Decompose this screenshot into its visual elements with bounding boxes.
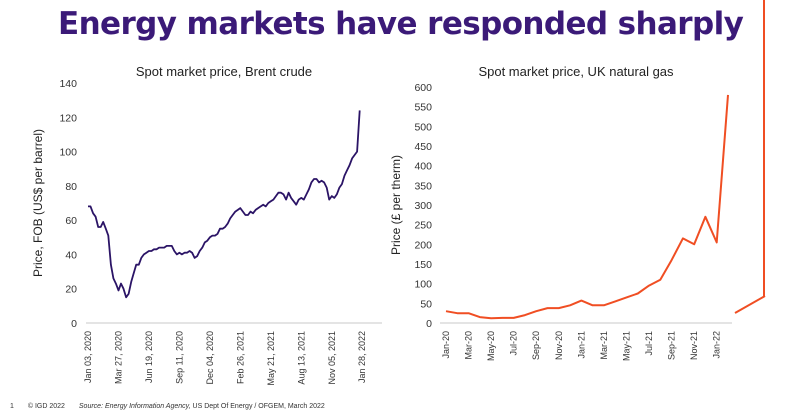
gas-x-tick-label: Mar-21 [599, 331, 609, 360]
slide-headline: Energy markets have responded sharply [58, 6, 744, 42]
slide-footer: 1 © IGD 2022 Source: Energy Information … [10, 403, 337, 410]
page-number: 1 [10, 403, 14, 410]
gas-y-tick-label: 150 [414, 259, 432, 271]
gas-x-tick-label: May-20 [486, 331, 496, 361]
source-label: Source: [78, 403, 104, 410]
brent-y-tick-label: 0 [71, 318, 77, 330]
brent-y-tick-label: 40 [65, 249, 77, 261]
copyright-text: © IGD 2022 [27, 403, 65, 410]
brent-x-tick-label: Dec 04, 2020 [205, 331, 215, 385]
gas-price-line [445, 94, 729, 320]
brent-chart-title: Spot market price, Brent crude [136, 64, 312, 79]
gas-x-tick-label: Jan-22 [712, 331, 722, 359]
decorative-accent-diagonal [734, 295, 766, 314]
gas-x-tick-label: Nov-20 [554, 331, 564, 360]
brent-x-tick-label: Jun 19, 2020 [144, 331, 154, 383]
gas-y-tick-label: 350 [414, 180, 432, 192]
brent-x-tick-label: May 21, 2021 [266, 331, 276, 386]
gas-x-tick-label: Mar-20 [464, 331, 474, 360]
gas-y-tick-label: 400 [414, 161, 432, 173]
gas-x-tick-label: Sep-21 [667, 331, 677, 360]
brent-y-axis-label: Price, FOB (US$ per barrel) [31, 129, 45, 277]
brent-x-tick-label: Nov 05, 2021 [327, 331, 337, 385]
gas-y-tick-label: 550 [414, 102, 432, 114]
brent-x-tick-label: Jan 28, 2022 [357, 331, 367, 383]
gas-y-tick-label: 500 [414, 121, 432, 133]
gas-y-tick-label: 200 [414, 239, 432, 251]
brent-x-tick-label: Jan 03, 2020 [83, 331, 93, 383]
brent-x-tick-label: Mar 27, 2020 [113, 331, 123, 384]
brent-x-tick-label: Sep 11, 2020 [174, 331, 184, 384]
brent-y-tick-label: 140 [59, 78, 77, 90]
gas-x-tick-label: Sep-20 [531, 331, 541, 360]
gas-chart-title: Spot market price, UK natural gas [478, 64, 674, 79]
gas-y-tick-label: 250 [414, 220, 432, 232]
gas-y-tick-label: 450 [414, 141, 432, 153]
source-details: US Dept Of Energy / OFGEM, March 2022 [192, 403, 325, 410]
brent-y-tick-label: 20 [65, 284, 77, 296]
brent-y-tick-label: 100 [59, 147, 77, 159]
gas-x-tick-label: Jan-20 [441, 331, 451, 359]
brent-y-tick-label: 80 [65, 181, 77, 193]
gas-x-tick-label: May-21 [621, 331, 631, 361]
gas-x-tick-label: Jul-20 [509, 331, 519, 356]
gas-y-tick-label: 300 [414, 200, 432, 212]
gas-x-tick-label: Jan-21 [576, 331, 586, 359]
gas-y-axis-label: Price (£ per therm) [389, 155, 403, 255]
gas-x-tick-label: Jul-21 [644, 331, 654, 356]
brent-y-tick-label: 120 [59, 112, 77, 124]
brent-y-tick-label: 60 [65, 215, 77, 227]
gas-y-tick-label: 100 [414, 279, 432, 291]
gas-y-tick-label: 0 [426, 318, 432, 330]
gas-x-tick-label: Nov-21 [689, 331, 699, 360]
source-agency: Energy Information Agency, [104, 403, 191, 410]
gas-y-tick-label: 50 [420, 298, 432, 310]
brent-price-line [88, 110, 361, 299]
brent-x-tick-label: Feb 26, 2021 [235, 331, 245, 384]
brent-x-tick-label: Aug 13, 2021 [296, 331, 306, 385]
gas-y-tick-label: 600 [414, 82, 432, 94]
decorative-accent-line [763, 0, 765, 296]
